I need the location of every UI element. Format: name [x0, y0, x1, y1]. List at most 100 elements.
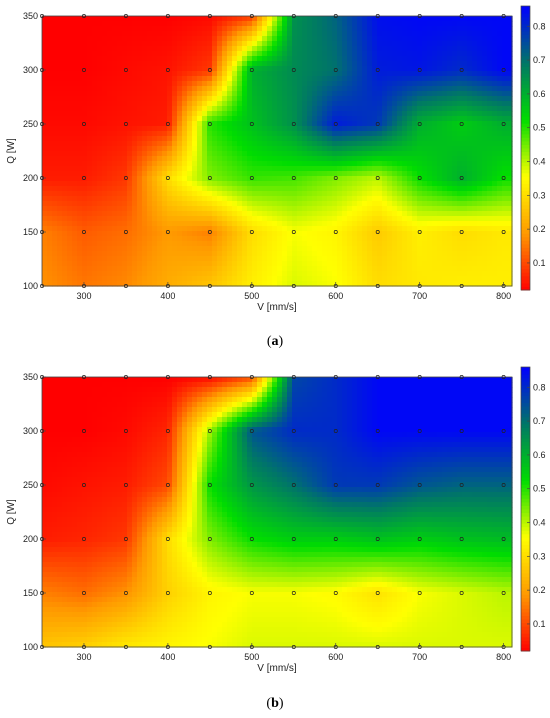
heatmap-cell — [507, 256, 513, 262]
heatmap-cell — [372, 156, 378, 162]
heatmap-cell — [497, 251, 503, 257]
heatmap-cell — [387, 36, 393, 42]
heatmap-cell — [172, 161, 178, 167]
heatmap-cell — [307, 136, 313, 142]
heatmap-cell — [162, 161, 168, 167]
heatmap-cell — [417, 166, 423, 172]
heatmap-cell — [342, 251, 348, 257]
heatmap-cell — [342, 56, 348, 62]
heatmap-cell — [132, 46, 138, 52]
heatmap-cell — [47, 186, 53, 192]
heatmap-cell — [367, 171, 373, 177]
heatmap-cell — [227, 131, 233, 137]
heatmap-cell — [422, 76, 428, 82]
heatmap-cell — [272, 226, 278, 232]
heatmap-cell — [172, 261, 178, 267]
heatmap-cell — [77, 36, 83, 42]
heatmap-cell — [447, 141, 453, 147]
heatmap-cell — [277, 196, 283, 202]
heatmap-cell — [427, 176, 433, 182]
heatmap-cell — [147, 16, 153, 22]
heatmap-cell — [442, 191, 448, 197]
heatmap-cell — [377, 161, 383, 167]
heatmap-cell — [427, 76, 433, 82]
heatmap-cell — [487, 251, 493, 257]
heatmap-cell — [347, 211, 353, 217]
heatmap-cell — [357, 266, 363, 272]
heatmap-cell — [57, 116, 63, 122]
heatmap-cell — [317, 171, 323, 177]
heatmap-cell — [267, 156, 273, 162]
heatmap-cell — [172, 256, 178, 262]
heatmap-cell — [227, 261, 233, 267]
heatmap-cell — [82, 71, 88, 77]
heatmap-cell — [72, 46, 78, 52]
heatmap-cell — [432, 126, 438, 132]
heatmap-cell — [467, 176, 473, 182]
heatmap-cell — [107, 256, 113, 262]
heatmap-cell — [172, 206, 178, 212]
heatmap-cell — [507, 251, 513, 257]
heatmap-cell — [392, 116, 398, 122]
heatmap-cell — [442, 201, 448, 207]
heatmap-cell — [272, 26, 278, 32]
heatmap-cell — [182, 26, 188, 32]
heatmap-cell — [357, 246, 363, 252]
heatmap-cell — [102, 41, 108, 47]
heatmap-cell — [92, 146, 98, 152]
heatmap-cell — [202, 196, 208, 202]
heatmap-cell — [447, 36, 453, 42]
heatmap-cell — [267, 96, 273, 102]
heatmap-cell — [207, 46, 213, 52]
heatmap-cell — [232, 16, 238, 22]
heatmap-cell — [117, 186, 123, 192]
heatmap-cell — [347, 136, 353, 142]
heatmap-cell — [287, 51, 293, 57]
heatmap-cell — [237, 126, 243, 132]
heatmap-cell — [472, 216, 478, 222]
heatmap-cell — [192, 201, 198, 207]
heatmap-cell — [347, 156, 353, 162]
heatmap-cell — [467, 171, 473, 177]
heatmap-cell — [202, 61, 208, 67]
heatmap-cell — [402, 91, 408, 97]
heatmap-cell — [117, 221, 123, 227]
heatmap-cell — [417, 181, 423, 187]
heatmap-cell — [177, 156, 183, 162]
heatmap-cell — [292, 216, 298, 222]
heatmap-cell — [107, 101, 113, 107]
heatmap-cell — [162, 71, 168, 77]
heatmap-cell — [277, 206, 283, 212]
heatmap-cell — [272, 211, 278, 217]
heatmap-cell — [482, 141, 488, 147]
heatmap-cell — [207, 116, 213, 122]
heatmap-cell — [372, 126, 378, 132]
heatmap-cell — [62, 116, 68, 122]
heatmap-cell — [87, 36, 93, 42]
heatmap-cell — [372, 61, 378, 67]
heatmap-cell — [297, 201, 303, 207]
heatmap-cell — [72, 271, 78, 277]
heatmap-cell — [507, 146, 513, 152]
heatmap-cell — [467, 36, 473, 42]
heatmap-cell — [242, 241, 248, 247]
heatmap-cell — [182, 131, 188, 137]
heatmap-cell — [342, 71, 348, 77]
heatmap-cell — [372, 81, 378, 87]
heatmap-cell — [392, 251, 398, 257]
heatmap-cell — [457, 181, 463, 187]
heatmap-cell — [347, 26, 353, 32]
heatmap-cell — [107, 41, 113, 47]
heatmap-cell — [162, 181, 168, 187]
heatmap-cell — [357, 76, 363, 82]
heatmap-cell — [142, 96, 148, 102]
heatmap-cell — [242, 181, 248, 187]
heatmap-cell — [102, 166, 108, 172]
heatmap-cell — [262, 166, 268, 172]
heatmap-cell — [347, 161, 353, 167]
heatmap-cell — [107, 281, 113, 287]
heatmap-cell — [417, 21, 423, 27]
heatmap-cell — [492, 231, 498, 237]
heatmap-cell — [157, 26, 163, 32]
heatmap-cell — [327, 206, 333, 212]
